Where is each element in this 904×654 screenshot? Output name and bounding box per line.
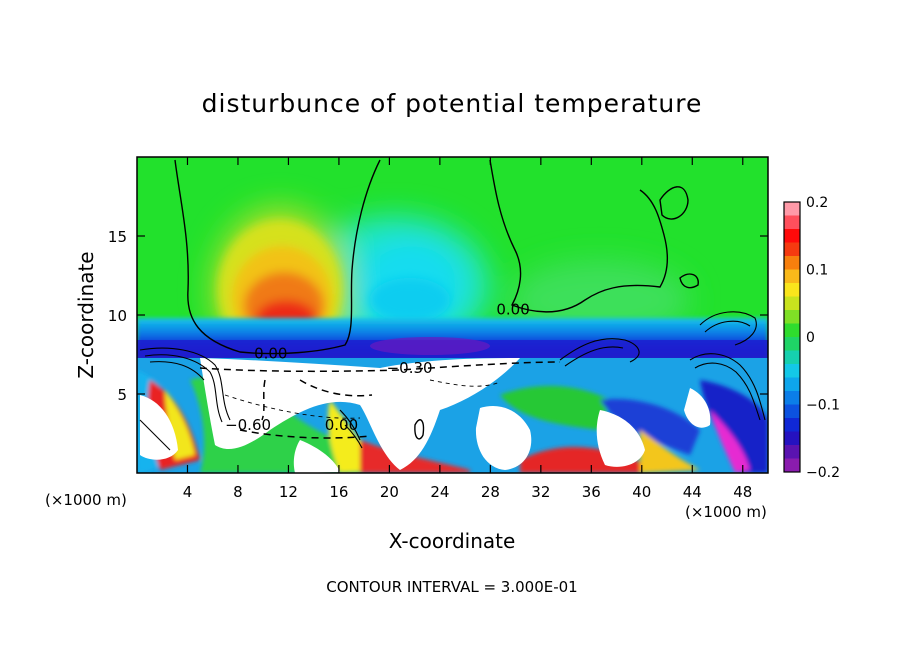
contour-labels: 0.00 0.00 −0.30 −0.60 0.00: [225, 300, 530, 434]
colorbar-swatch: [784, 458, 800, 473]
colorbar-tick-label: 0: [806, 330, 815, 346]
contour-label: 0.00: [254, 345, 287, 363]
x-tick-label: 24: [430, 483, 449, 501]
x-unit-label: (×1000 m): [685, 503, 767, 521]
colorbar-swatch: [784, 202, 800, 216]
colorbar-swatch: [784, 404, 800, 419]
x-tick-label: 28: [481, 483, 500, 501]
colorbar-swatch: [784, 377, 800, 392]
colorbar: 0.2 0.1 0 −0.1 −0.2: [783, 195, 840, 481]
x-tick-label: 36: [582, 483, 601, 501]
colorbar-swatch: [784, 242, 800, 257]
colorbar-swatch: [784, 269, 800, 284]
y-tick-label: 10: [108, 307, 127, 325]
contour-label: 0.00: [325, 416, 358, 434]
x-tick-label: 16: [329, 483, 348, 501]
x-tick-label: 8: [233, 483, 243, 501]
x-tick-label: 44: [683, 483, 702, 501]
y-axis-label: Z-coordinate: [74, 251, 98, 378]
colorbar-tick-label: −0.2: [806, 465, 840, 481]
colorbar-swatch: [784, 350, 800, 365]
x-tick-label: 12: [279, 483, 298, 501]
y-tick-label: 5: [117, 386, 127, 404]
contour-interval-note: CONTOUR INTERVAL = 3.000E-01: [326, 578, 577, 596]
chart-title: disturbunce of potential temperature: [202, 89, 703, 118]
colorbar-tick-label: 0.1: [806, 263, 828, 279]
x-tick-label: 32: [531, 483, 550, 501]
x-axis: 4 8 12 16 20 24 28 32 36 40 44 48: [183, 157, 752, 501]
heatmap-field: [137, 157, 768, 473]
colorbar-swatch: [784, 256, 800, 270]
colorbar-swatch: [784, 310, 800, 324]
colorbar-swatch: [784, 283, 800, 297]
x-tick-label: 4: [183, 483, 193, 501]
colorbar-swatch: [784, 215, 800, 230]
colorbar-swatch: [784, 418, 800, 432]
contour-label: −0.30: [387, 359, 433, 377]
colorbar-swatch: [784, 445, 800, 459]
contour-label: 0.00: [496, 300, 529, 318]
colorbar-tick-label: −0.1: [806, 398, 840, 414]
x-tick-label: 20: [380, 483, 399, 501]
colorbar-swatch: [784, 337, 800, 351]
colorbar-frame: [783, 201, 801, 473]
colorbar-swatch: [784, 296, 800, 311]
y-axis: 5 10 15: [108, 228, 768, 404]
y-tick-label: 15: [108, 228, 127, 246]
contour-label: −0.60: [225, 416, 271, 434]
x-axis-label: X-coordinate: [389, 529, 516, 553]
colorbar-swatch: [784, 229, 800, 243]
colorbar-swatch: [784, 323, 800, 338]
colorbar-swatch: [784, 391, 800, 405]
colorbar-tick-label: 0.2: [806, 195, 828, 211]
colorbar-swatch: [784, 431, 800, 446]
y-unit-label: (×1000 m): [45, 491, 127, 509]
x-tick-label: 40: [632, 483, 651, 501]
colorbar-swatch: [784, 364, 800, 378]
x-tick-label: 48: [733, 483, 752, 501]
